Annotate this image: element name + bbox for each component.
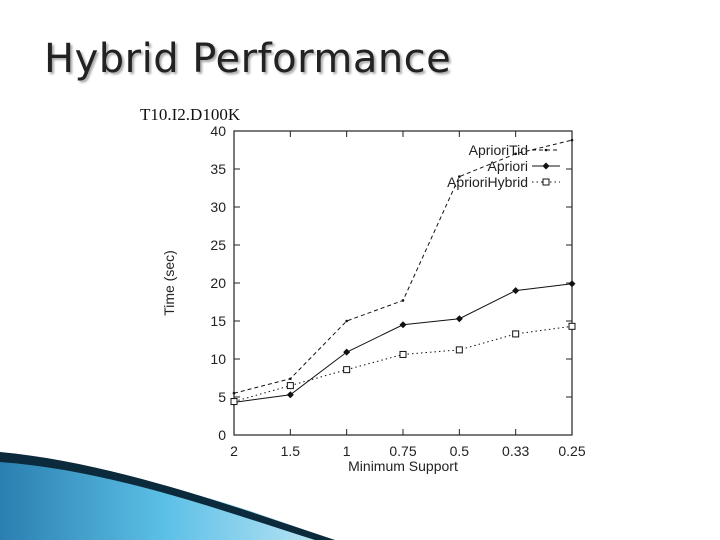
y-tick-label: 5 (218, 389, 226, 405)
legend-label-apriori: Apriori (488, 158, 528, 174)
y-tick-label: 25 (210, 237, 226, 253)
swoosh-blue-band (0, 455, 330, 540)
x-axis-label: Minimum Support (348, 458, 458, 474)
y-axis-ticks: 0 5 10 15 20 25 30 35 40 (210, 123, 572, 443)
swoosh-dark-band (0, 452, 335, 540)
x-tick-label: 0.25 (558, 443, 585, 459)
y-tick-label: 15 (210, 313, 226, 329)
data-point-apriori (455, 315, 463, 323)
x-tick-label: 0.75 (389, 443, 416, 459)
data-point-aprioritid (401, 299, 405, 302)
data-point-apriori (286, 391, 294, 399)
y-axis-label: Time (sec) (161, 250, 177, 316)
x-tick-label: 0.5 (450, 443, 470, 459)
data-point-apriorihybrid (568, 322, 576, 330)
slide-title: Hybrid Performance (44, 36, 452, 82)
x-tick-label: 0.33 (502, 443, 529, 459)
data-point-apriorihybrid (512, 330, 520, 338)
data-point-apriori (568, 280, 576, 288)
data-point-apriori (512, 287, 520, 295)
data-point-aprioritid (514, 152, 517, 156)
y-tick-label: 10 (210, 351, 226, 367)
data-point-apriorihybrid (343, 366, 351, 374)
x-axis-ticks: 2 1.5 1 0.75 0.5 0.33 0.25 (230, 131, 586, 459)
legend-label-aprioritid: AprioriTid (469, 142, 528, 158)
data-point-apriorihybrid (399, 350, 407, 358)
series-layer (230, 138, 576, 406)
x-tick-label: 2 (230, 443, 238, 459)
chart-title: T10.I2.D100K (140, 105, 241, 124)
series-line-apriorihybrid (233, 325, 573, 403)
legend-marker-apriori (542, 162, 550, 170)
data-point-aprioritid (232, 391, 236, 395)
data-point-apriori (343, 348, 351, 356)
data-point-aprioritid (289, 377, 292, 381)
y-tick-label: 35 (210, 161, 226, 177)
legend-label-apriorihybrid: AprioriHybrid (447, 174, 528, 190)
legend-marker-apriorihybrid (542, 178, 550, 186)
x-tick-label: 1.5 (281, 443, 301, 459)
y-tick-label: 30 (210, 199, 226, 215)
data-point-aprioritid (458, 175, 461, 178)
y-tick-label: 40 (210, 123, 226, 139)
data-point-aprioritid (345, 319, 348, 323)
data-point-apriorihybrid (230, 398, 238, 406)
legend-marker-aprioritid (544, 148, 548, 152)
data-point-apriorihybrid (286, 382, 294, 390)
x-tick-label: 1 (343, 443, 351, 459)
data-point-apriori (399, 321, 407, 329)
data-point-apriorihybrid (455, 346, 463, 354)
y-tick-label: 20 (210, 275, 226, 291)
data-point-aprioritid (570, 138, 574, 142)
y-tick-label: 0 (218, 427, 226, 443)
